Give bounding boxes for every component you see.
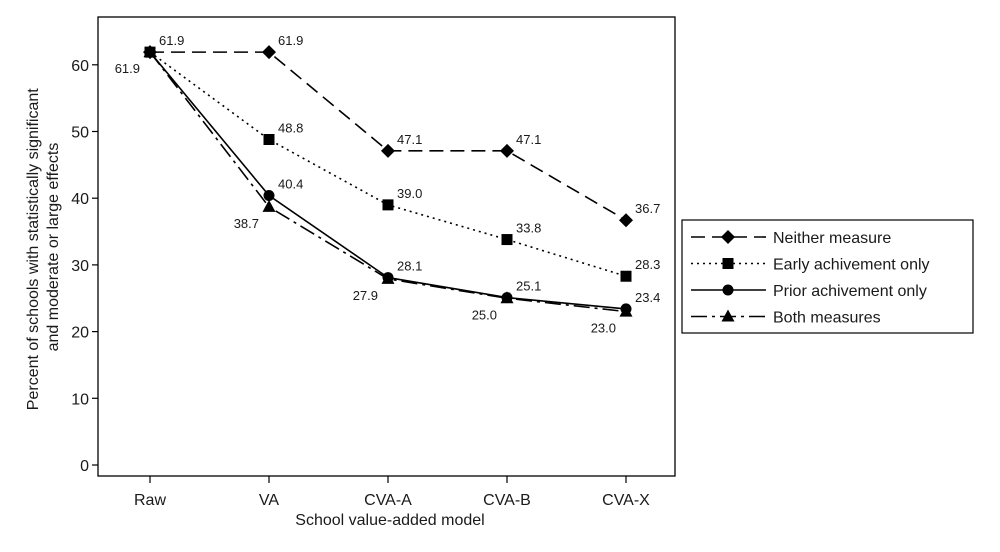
- series-layer: [143, 45, 633, 317]
- data-label-prior-achivement-only-cva-x: 23.4: [635, 290, 660, 305]
- point-neither-measure-cva-a: [381, 143, 395, 158]
- legend: Neither measure Early achivement only Prio…: [681, 219, 974, 334]
- data-label-both-measures-raw: 61.9: [115, 61, 140, 76]
- legend-label-neither-measure: Neither measure: [773, 230, 891, 247]
- data-label-early-achivement-only-cva-x: 28.3: [635, 257, 660, 272]
- data-label-both-measures-cva-b: 25.0: [472, 307, 497, 322]
- point-prior-achivement-only-cva-a: [382, 272, 394, 284]
- x-tick-label-cva-b: CVA-B: [483, 492, 531, 509]
- y-axis-title-line-2: and moderate or large effects: [45, 143, 62, 352]
- data-label-neither-measure-cva-b: 47.1: [516, 132, 541, 147]
- x-tick-label-va: VA: [259, 492, 279, 509]
- data-labels: 61.9 38.7 27.9 25.0 23.0 40.4 28.1 25.1 23.4 48.8…: [115, 33, 661, 335]
- y-tick-label-20: 20: [71, 325, 89, 342]
- y-tick-label-60: 60: [71, 58, 89, 75]
- legend-label-early-achivement-only: Early achivement only: [773, 257, 930, 274]
- data-label-neither-measure-cva-a: 47.1: [397, 132, 422, 147]
- x-tick-label-cva-a: CVA-A: [364, 492, 412, 509]
- series-early-achivement-only: [144, 46, 632, 282]
- point-early-achivement-only-va: [263, 134, 275, 146]
- x-tick-label-raw: Raw: [134, 492, 166, 509]
- data-label-prior-achivement-only-va: 40.4: [278, 177, 303, 192]
- y-tick-label-50: 50: [71, 125, 89, 142]
- data-label-early-achivement-only-va: 48.8: [278, 121, 303, 136]
- data-label-early-achivement-only-cva-a: 39.0: [397, 186, 422, 201]
- data-label-early-achivement-only-cva-b: 33.8: [516, 221, 541, 236]
- data-label-prior-achivement-only-cva-a: 28.1: [397, 259, 422, 274]
- series-line-neither-measure: [150, 51, 627, 221]
- point-both-measures-va: [262, 199, 276, 212]
- data-label-prior-achivement-only-cva-b: 25.1: [516, 279, 541, 294]
- legend-marker-prior-achivement-only: [722, 284, 734, 296]
- y-axis: 0 10 20 30 40 50 60: [71, 58, 98, 475]
- legend-marker-early-achivement-only: [722, 258, 734, 269]
- series-line-early-achivement-only: [149, 51, 627, 278]
- point-prior-achivement-only-cva-b: [501, 292, 513, 304]
- y-tick-label-30: 30: [71, 258, 89, 275]
- point-prior-achivement-only-cva-x: [620, 303, 632, 315]
- y-axis-title-line-1: Percent of schools with statistically si…: [25, 88, 42, 410]
- data-label-both-measures-cva-a: 27.9: [353, 288, 378, 303]
- legend-label-prior-achivement-only: Prior achivement only: [773, 283, 927, 300]
- legend-marker-neither-measure: [721, 230, 735, 244]
- y-tick-label-0: 0: [80, 458, 89, 475]
- point-neither-measure-cva-x: [619, 213, 633, 228]
- legend-label-both-measures: Both measures: [773, 310, 881, 327]
- point-neither-measure-cva-b: [500, 143, 514, 158]
- x-axis: Raw VA CVA-A CVA-B CVA-X: [134, 476, 650, 509]
- data-label-both-measures-cva-x: 23.0: [591, 321, 616, 336]
- point-early-achivement-only-cva-b: [501, 234, 513, 246]
- y-tick-label-10: 10: [71, 391, 89, 408]
- point-early-achivement-only-cva-a: [382, 199, 394, 211]
- y-tick-label-40: 40: [71, 191, 89, 208]
- data-label-neither-measure-va: 61.9: [278, 33, 303, 48]
- data-label-neither-measure-raw: 61.9: [159, 33, 184, 48]
- point-neither-measure-raw: [143, 45, 157, 60]
- x-axis-title: School value-added model: [295, 512, 484, 529]
- series-neither-measure: [143, 45, 633, 228]
- data-label-neither-measure-cva-x: 36.7: [635, 201, 660, 216]
- point-prior-achivement-only-va: [263, 190, 275, 202]
- plot-frame: [97, 16, 676, 477]
- y-axis-title: Percent of schools with statistically si…: [25, 84, 62, 410]
- data-label-both-measures-va: 38.7: [234, 216, 259, 231]
- legend-marker-both-measures: [721, 309, 735, 322]
- point-early-achivement-only-cva-x: [620, 270, 632, 282]
- x-tick-label-cva-x: CVA-X: [602, 492, 650, 509]
- point-neither-measure-va: [262, 45, 276, 60]
- series-line-prior-achivement-only: [149, 51, 627, 310]
